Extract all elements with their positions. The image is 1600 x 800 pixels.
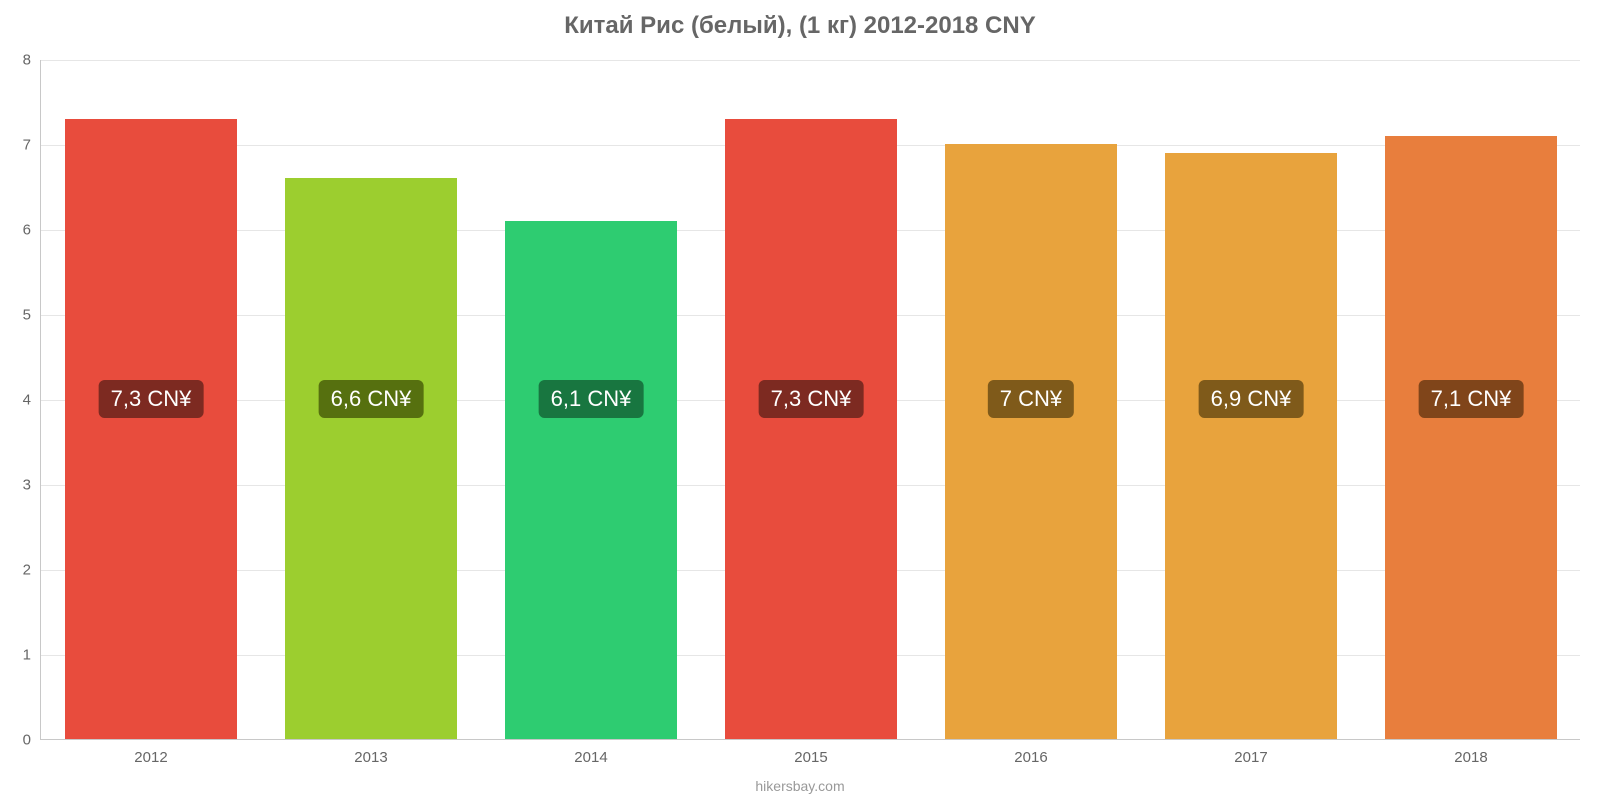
bar [505, 221, 677, 740]
y-axis-tick-label: 0 [23, 732, 41, 749]
bar-value-label: 6,9 CN¥ [1199, 380, 1304, 418]
y-axis-tick-label: 4 [23, 392, 41, 409]
bar-slot: 6,9 CN¥2017 [1165, 59, 1337, 739]
bar [945, 144, 1117, 739]
y-axis-tick-label: 3 [23, 477, 41, 494]
y-axis-tick-label: 8 [23, 52, 41, 69]
bar [725, 119, 897, 740]
x-axis-tick-label: 2014 [505, 749, 677, 766]
y-axis-tick-label: 5 [23, 307, 41, 324]
x-axis-tick-label: 2013 [285, 749, 457, 766]
y-axis-tick-label: 6 [23, 222, 41, 239]
bar-slot: 7,1 CN¥2018 [1385, 59, 1557, 739]
chart-footer-credit: hikersbay.com [0, 778, 1600, 794]
bar-slot: 7,3 CN¥2015 [725, 59, 897, 739]
y-axis-tick-label: 7 [23, 137, 41, 154]
x-axis-tick-label: 2012 [65, 749, 237, 766]
bar [1385, 136, 1557, 740]
bar-slot: 6,6 CN¥2013 [285, 59, 457, 739]
bar-chart: Китай Рис (белый), (1 кг) 2012-2018 CNY … [0, 0, 1600, 800]
chart-title: Китай Рис (белый), (1 кг) 2012-2018 CNY [0, 12, 1600, 40]
bar [1165, 153, 1337, 740]
bar-value-label: 6,1 CN¥ [539, 380, 644, 418]
bar [285, 178, 457, 739]
bar-value-label: 7,3 CN¥ [99, 380, 204, 418]
x-axis-tick-label: 2017 [1165, 749, 1337, 766]
bar-value-label: 7,3 CN¥ [759, 380, 864, 418]
y-axis-tick-label: 2 [23, 562, 41, 579]
bar-slot: 7 CN¥2016 [945, 59, 1117, 739]
bar-value-label: 7 CN¥ [988, 380, 1074, 418]
bar-slot: 6,1 CN¥2014 [505, 59, 677, 739]
bar-value-label: 6,6 CN¥ [319, 380, 424, 418]
y-axis-tick-label: 1 [23, 647, 41, 664]
x-axis-tick-label: 2018 [1385, 749, 1557, 766]
bar [65, 119, 237, 740]
plot-area: 0123456787,3 CN¥20126,6 CN¥20136,1 CN¥20… [40, 60, 1580, 740]
x-axis-tick-label: 2016 [945, 749, 1117, 766]
x-axis-tick-label: 2015 [725, 749, 897, 766]
bar-slot: 7,3 CN¥2012 [65, 59, 237, 739]
bar-value-label: 7,1 CN¥ [1419, 380, 1524, 418]
